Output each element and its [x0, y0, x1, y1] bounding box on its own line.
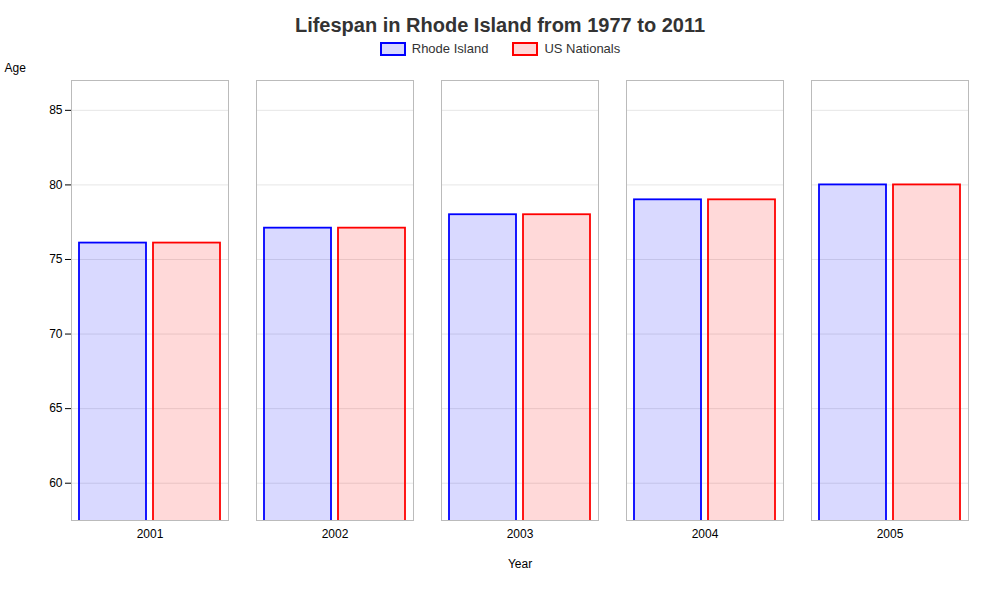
html-text:US Nationals: US Nationals	[544, 41, 621, 56]
svg-text:2003: 2003	[507, 527, 534, 541]
svg-text:65: 65	[49, 401, 63, 415]
svg-text:75: 75	[49, 252, 63, 266]
svg-text:60: 60	[49, 476, 63, 490]
svg-text:2001: 2001	[137, 527, 164, 541]
svg-text:85: 85	[49, 103, 63, 117]
html-text:Rhode Island: Rhode Island	[411, 41, 489, 56]
html-text:Lifespan in Rhode Island from: Lifespan in Rhode Island from 1977 to 20…	[294, 14, 706, 36]
svg-text:80: 80	[49, 178, 63, 192]
svg-text:2002: 2002	[322, 527, 349, 541]
svg-text:70: 70	[49, 327, 63, 341]
svg-text:Year: Year	[508, 557, 532, 571]
svg-text:2004: 2004	[692, 527, 719, 541]
svg-text:Age: Age	[5, 61, 27, 75]
svg-text:2005: 2005	[877, 527, 904, 541]
